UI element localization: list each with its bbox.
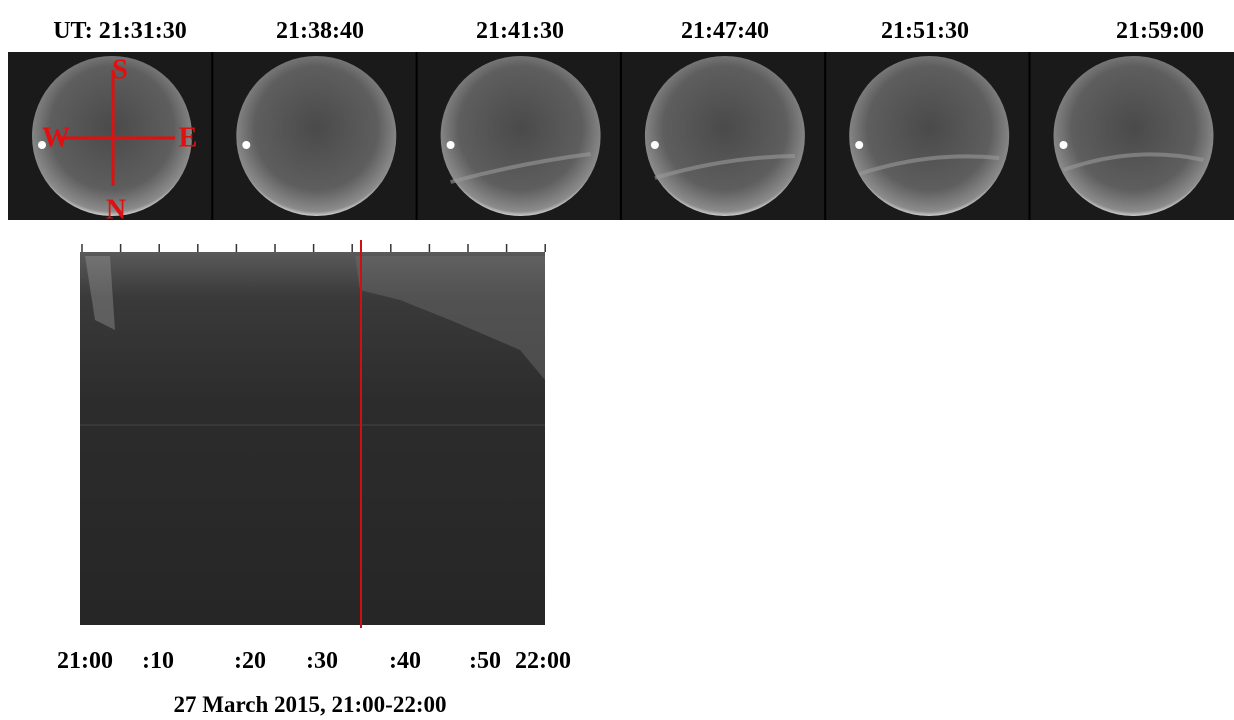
keogram-tick-labels: 21:00 :10 :20 :30 :40 :50 22:00 [57, 648, 571, 674]
bright-spot [38, 141, 46, 149]
aurora-arc [654, 154, 795, 180]
compass-west: W [42, 122, 70, 153]
time-tick-label: :20 [234, 648, 266, 674]
sky-image [644, 56, 805, 216]
sky-image [1053, 56, 1214, 216]
bright-spot [242, 141, 251, 149]
sky-image [236, 56, 397, 216]
bright-spot [1059, 141, 1068, 149]
sky-image [440, 56, 601, 216]
aurora-arc [450, 152, 591, 184]
caption: 27 March 2015, 21:00-22:00 [174, 692, 447, 717]
time-label: 21:47:40 [681, 18, 769, 44]
compass-south: S [112, 54, 128, 85]
keogram [80, 240, 546, 628]
time-label: 21:51:30 [881, 18, 969, 44]
aurora-arc [1062, 152, 1204, 172]
time-tick-label: 22:00 [515, 648, 571, 674]
time-label: UT: 21:31:30 [53, 18, 187, 44]
sky-image [849, 56, 1010, 216]
time-tick-label: 21:00 [57, 648, 113, 674]
compass-east: E [179, 122, 198, 153]
bright-spot [650, 141, 659, 149]
time-label: 21:38:40 [276, 18, 364, 44]
time-label: 21:41:30 [476, 18, 564, 44]
time-labels: UT: 21:31:30 21:38:40 21:41:30 21:47:40 21:5… [53, 18, 1204, 44]
time-label: 21:59:00 [1116, 18, 1204, 44]
time-tick-label: :40 [389, 648, 421, 674]
all-sky-images [8, 52, 1234, 220]
compass: S W E N [42, 54, 197, 225]
time-tick-label: :10 [142, 648, 174, 674]
aurora-arc [858, 154, 1000, 176]
compass-north: N [106, 194, 126, 225]
time-tick-label: :30 [306, 648, 338, 674]
time-tick-label: :50 [469, 648, 501, 674]
bright-spot [446, 141, 455, 149]
bright-spot [855, 141, 864, 149]
